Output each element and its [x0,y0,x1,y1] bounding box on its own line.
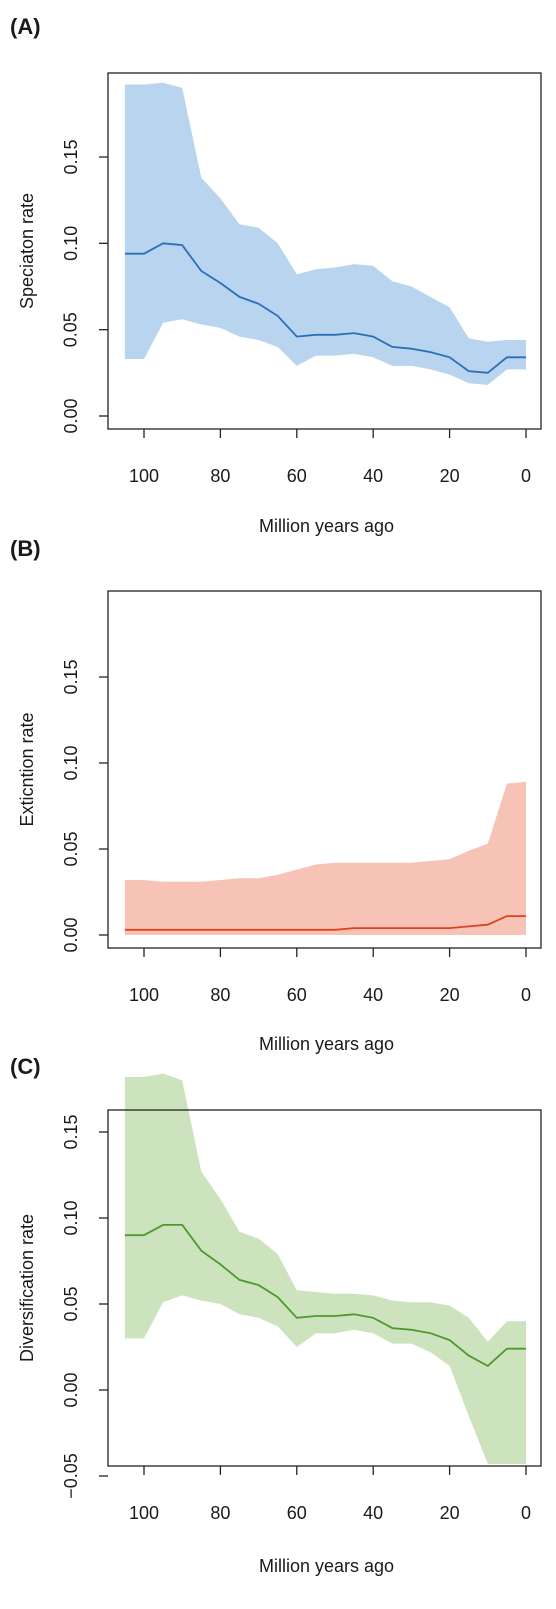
y-tick-label: 0.00 [61,1372,81,1407]
x-tick-label: 20 [440,466,460,486]
x-tick-label: 40 [363,1503,383,1523]
x-axis-title: Million years ago [259,1556,394,1576]
confidence-band [124,82,527,385]
x-tick-label: 0 [521,466,531,486]
plot-frame [107,72,542,430]
y-tick-label: 0.10 [61,226,81,261]
x-tick-label: 80 [210,985,230,1005]
x-tick-label: 40 [363,466,383,486]
y-tick-label: 0.05 [61,831,81,866]
y-tick-label: 0.00 [61,917,81,952]
x-tick-label: 20 [440,985,460,1005]
x-tick-label: 60 [287,985,307,1005]
y-tick-label: −0.05 [61,1453,81,1499]
y-axis-title: Speciaton rate [17,193,37,309]
y-tick-label: 0.05 [61,312,81,347]
x-tick-label: 40 [363,985,383,1005]
y-tick-label: 0.15 [61,139,81,174]
panel-label: (C) [10,1054,41,1079]
y-axis-title: Diversification rate [17,1214,37,1362]
x-axis-title: Million years ago [259,1034,394,1054]
x-tick-label: 100 [129,1503,159,1523]
x-tick-label: 0 [521,985,531,1005]
plot-frame [107,1109,542,1467]
plot-frame [107,590,542,949]
y-tick-label: 0.05 [61,1286,81,1321]
x-tick-label: 60 [287,1503,307,1523]
y-tick-label: 0.15 [61,1114,81,1149]
x-tick-label: 80 [210,1503,230,1523]
mean-rate-line [124,915,526,931]
x-tick-label: 100 [129,985,159,1005]
y-tick-label: 0.10 [61,745,81,780]
y-axis-title: Exticntion rate [17,712,37,826]
panel-label: (B) [10,536,41,561]
x-tick-label: 0 [521,1503,531,1523]
confidence-band [124,1073,527,1464]
x-tick-label: 20 [440,1503,460,1523]
y-tick-label: 0.00 [61,398,81,433]
mean-rate-line [124,242,526,374]
x-tick-label: 100 [129,466,159,486]
mean-rate-line [124,1224,526,1367]
x-tick-label: 60 [287,466,307,486]
confidence-band [124,781,527,935]
x-tick-label: 80 [210,466,230,486]
x-axis-title: Million years ago [259,516,394,536]
panel-label: (A) [10,14,41,39]
y-tick-label: 0.10 [61,1200,81,1235]
y-tick-label: 0.15 [61,659,81,694]
